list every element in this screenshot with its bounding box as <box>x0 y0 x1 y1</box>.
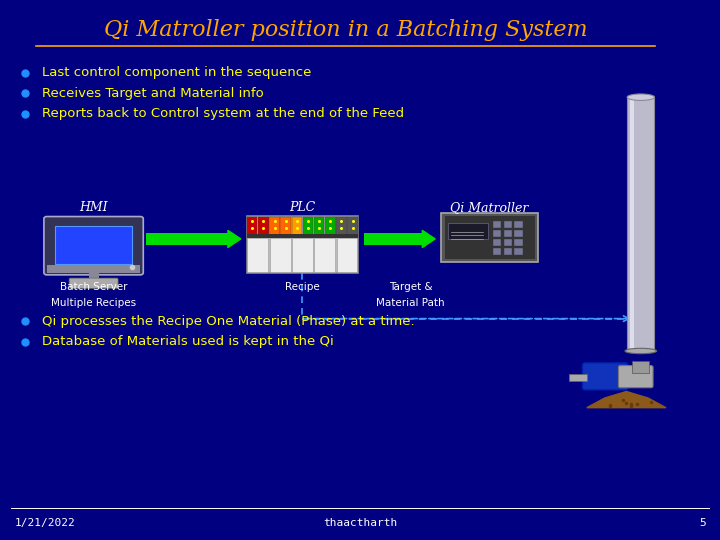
Bar <box>504 230 513 237</box>
Text: Target &: Target & <box>389 282 432 293</box>
Text: Database of Materials used is kept in the Qi: Database of Materials used is kept in th… <box>42 335 333 348</box>
Bar <box>569 374 587 381</box>
Text: HMI: HMI <box>79 201 108 214</box>
Bar <box>146 233 228 245</box>
Ellipse shape <box>625 348 657 354</box>
Text: 5: 5 <box>699 518 706 528</box>
Text: 1/21/2022: 1/21/2022 <box>14 518 75 528</box>
Text: Qi processes the Recipe One Material (Phase) at a time.: Qi processes the Recipe One Material (Ph… <box>42 315 415 328</box>
Bar <box>348 217 358 237</box>
Bar <box>247 217 258 237</box>
Text: Qi Matroller position in a Batching System: Qi Matroller position in a Batching Syst… <box>104 19 588 40</box>
Bar <box>292 217 302 237</box>
Bar <box>89 271 99 281</box>
Bar <box>314 217 324 237</box>
Bar <box>514 239 523 246</box>
Bar <box>492 248 501 255</box>
Bar <box>492 221 501 228</box>
Text: Reports back to Control system at the end of the Feed: Reports back to Control system at the en… <box>42 107 404 120</box>
Bar <box>246 234 359 238</box>
Bar <box>325 217 336 237</box>
Text: Receives Target and Material info: Receives Target and Material info <box>42 87 264 100</box>
Bar <box>441 213 538 262</box>
FancyBboxPatch shape <box>44 217 143 275</box>
Bar <box>258 217 269 237</box>
Bar <box>292 238 312 272</box>
Bar <box>269 217 280 237</box>
FancyBboxPatch shape <box>69 278 118 288</box>
Bar <box>444 216 534 259</box>
Bar <box>315 238 336 272</box>
Bar <box>336 217 346 237</box>
Text: Material Path: Material Path <box>376 298 445 308</box>
Text: Last control component in the sequence: Last control component in the sequence <box>42 66 311 79</box>
Bar <box>281 217 291 237</box>
Bar <box>492 239 501 246</box>
Bar <box>504 248 513 255</box>
Bar <box>336 238 357 272</box>
Text: Qi Matroller: Qi Matroller <box>451 201 528 214</box>
FancyBboxPatch shape <box>582 363 628 390</box>
Bar <box>627 97 654 351</box>
Bar <box>364 233 422 245</box>
Bar <box>514 230 523 237</box>
Bar <box>246 216 359 273</box>
Bar <box>448 223 488 239</box>
Bar <box>492 230 501 237</box>
FancyBboxPatch shape <box>618 366 653 388</box>
Ellipse shape <box>627 94 654 100</box>
Bar <box>504 239 513 246</box>
Polygon shape <box>587 392 666 408</box>
Bar <box>632 361 649 373</box>
Text: PLC: PLC <box>289 201 315 214</box>
Text: Multiple Recipes: Multiple Recipes <box>51 298 136 308</box>
Bar <box>269 238 290 272</box>
Bar <box>514 221 523 228</box>
Text: thaactharth: thaactharth <box>323 518 397 528</box>
Bar <box>504 221 513 228</box>
Text: Recipe: Recipe <box>285 282 320 293</box>
Bar <box>630 97 634 351</box>
Polygon shape <box>228 231 240 247</box>
Bar <box>514 248 523 255</box>
Bar <box>248 238 268 272</box>
Bar <box>55 226 132 264</box>
Text: Batch Server: Batch Server <box>60 282 127 293</box>
Bar <box>47 265 140 273</box>
Bar <box>302 217 313 237</box>
Polygon shape <box>422 231 435 247</box>
